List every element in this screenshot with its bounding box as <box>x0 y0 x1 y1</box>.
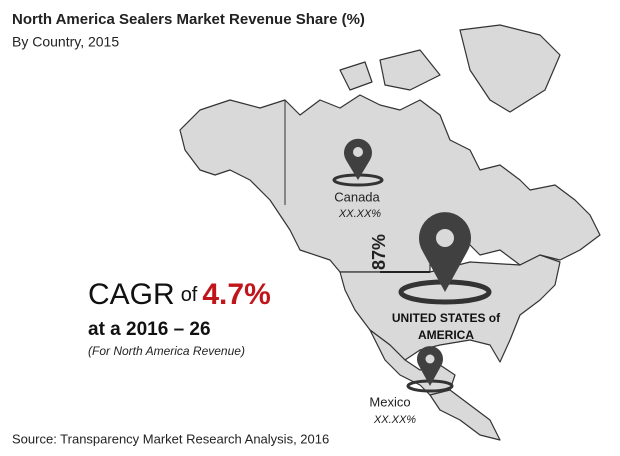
mexico-marker: Mexico XX.XX% <box>369 346 454 426</box>
arctic-island <box>339 61 373 91</box>
pin-hole <box>353 147 363 157</box>
pin-hole <box>425 354 435 364</box>
country-label: UNITED STATES of <box>392 311 501 325</box>
country-label: AMERICA <box>418 328 474 342</box>
usa-marker: 87% UNITED STATES of AMERICA <box>369 212 501 342</box>
title: North America Sealers Market Revenue Sha… <box>12 11 365 28</box>
pin-hole <box>436 229 454 247</box>
arctic-island <box>379 49 441 91</box>
cagr-period: at a 2016 – 26 <box>88 319 211 340</box>
cagr-rate: 4.7% <box>202 278 270 311</box>
cagr-of: of <box>181 284 198 306</box>
country-value: 87% <box>369 234 389 270</box>
cagr-line: CAGR of 4.7% <box>88 278 271 311</box>
central-america <box>429 389 501 441</box>
country-label: Mexico <box>369 394 410 409</box>
canada-marker: Canada XX.XX% <box>332 138 384 220</box>
greenland <box>459 24 561 113</box>
pin <box>344 138 373 180</box>
country-value: XX.XX% <box>338 208 381 220</box>
map <box>179 24 601 441</box>
cagr-prefix: CAGR <box>88 278 175 311</box>
country-label: Canada <box>334 189 380 204</box>
source: Source: Transparency Market Research Ana… <box>12 431 329 446</box>
cagr-note: (For North America Revenue) <box>88 344 245 358</box>
pin <box>417 346 444 386</box>
country-value: XX.XX% <box>373 414 416 426</box>
canada-alaska <box>179 94 601 273</box>
pin <box>419 212 472 292</box>
subtitle: By Country, 2015 <box>12 34 119 50</box>
